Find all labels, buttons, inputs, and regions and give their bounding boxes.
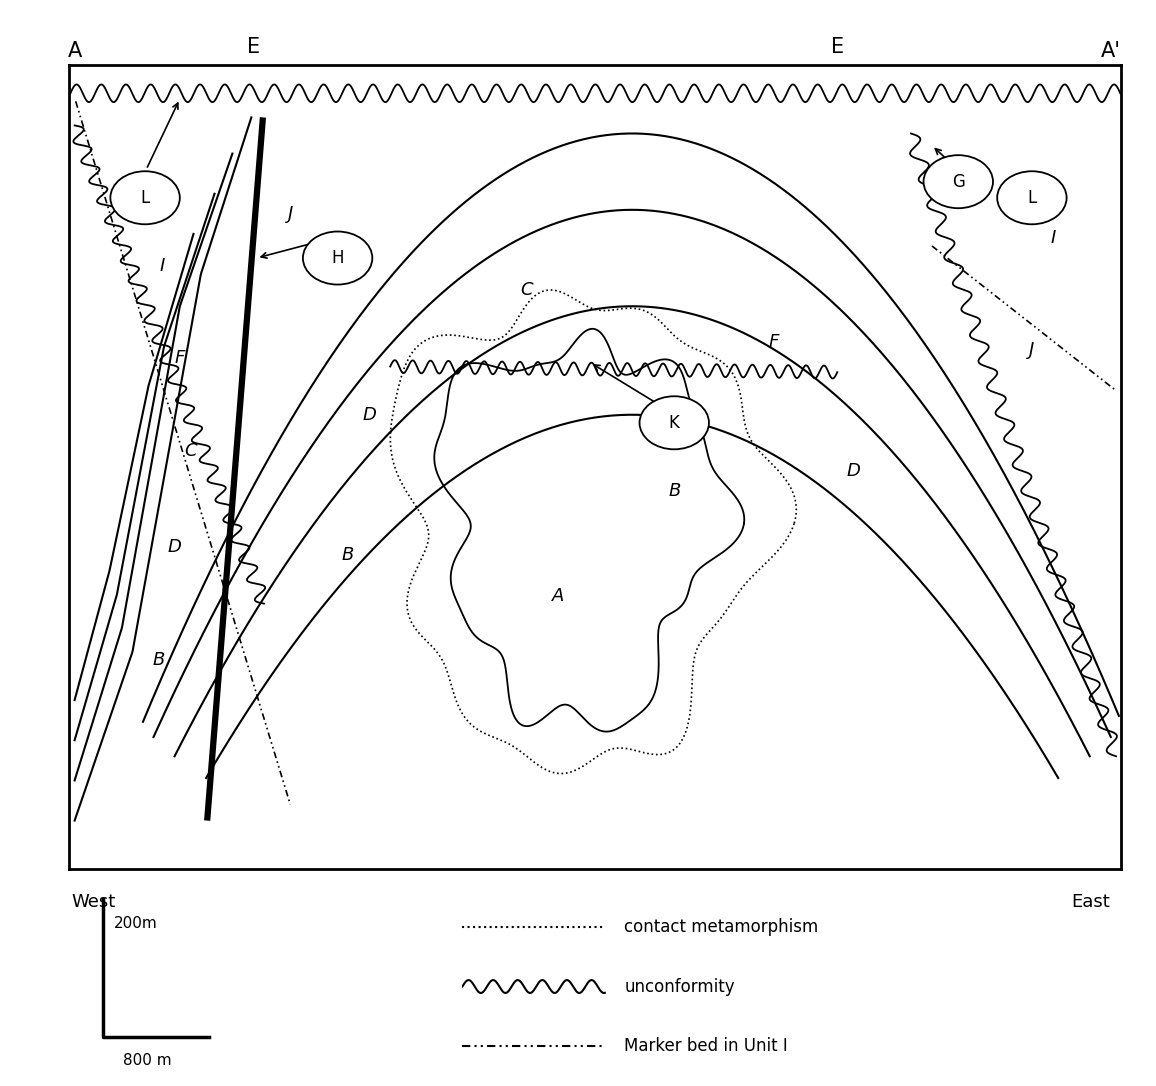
Text: A: A	[553, 586, 565, 605]
Circle shape	[924, 155, 993, 209]
Text: contact metamorphism: contact metamorphism	[624, 919, 818, 936]
Text: J: J	[1029, 341, 1035, 359]
Text: D: D	[168, 539, 181, 556]
Text: D: D	[846, 462, 860, 480]
Text: East: East	[1070, 893, 1110, 911]
Text: B: B	[668, 482, 681, 500]
Text: F: F	[769, 333, 779, 352]
Text: B: B	[342, 546, 355, 565]
Text: A': A'	[1101, 41, 1121, 61]
Text: K: K	[669, 414, 680, 432]
Text: G: G	[951, 173, 965, 191]
Text: Marker bed in Unit I: Marker bed in Unit I	[624, 1037, 788, 1055]
Text: D: D	[362, 406, 376, 424]
Text: 200m: 200m	[114, 915, 157, 931]
Text: I: I	[1051, 229, 1055, 247]
Text: A: A	[67, 41, 82, 61]
Text: West: West	[72, 893, 116, 911]
Text: C: C	[520, 281, 533, 299]
Text: E: E	[247, 37, 260, 58]
Circle shape	[110, 172, 180, 225]
Text: F: F	[175, 350, 185, 367]
Text: I: I	[160, 257, 164, 275]
Text: J: J	[288, 205, 292, 223]
Text: H: H	[332, 249, 343, 267]
Circle shape	[639, 396, 709, 450]
Text: B: B	[153, 651, 165, 669]
Circle shape	[998, 172, 1067, 225]
Text: unconformity: unconformity	[624, 977, 735, 996]
Text: C: C	[184, 442, 197, 459]
Circle shape	[303, 231, 372, 285]
Text: L: L	[1028, 189, 1037, 206]
Text: E: E	[831, 37, 844, 58]
Text: 800 m: 800 m	[123, 1053, 171, 1069]
Text: L: L	[141, 189, 150, 206]
